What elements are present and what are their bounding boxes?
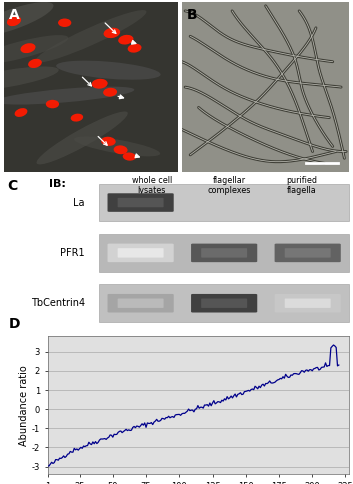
Bar [99,234,349,272]
Ellipse shape [123,152,136,161]
Text: La: La [73,197,85,208]
Ellipse shape [14,108,28,117]
FancyBboxPatch shape [201,299,247,308]
FancyBboxPatch shape [118,248,163,257]
Ellipse shape [7,16,21,26]
Ellipse shape [71,114,83,121]
Text: IB:: IB: [49,179,66,189]
FancyBboxPatch shape [191,294,257,313]
Ellipse shape [58,18,71,27]
Text: A: A [9,7,19,21]
Ellipse shape [118,35,133,45]
Ellipse shape [0,87,134,105]
FancyBboxPatch shape [285,248,331,257]
Ellipse shape [74,136,160,156]
Text: whole cell
lysates: whole cell lysates [132,176,172,195]
Ellipse shape [114,145,127,154]
FancyBboxPatch shape [108,243,174,262]
Text: TbCentrin4: TbCentrin4 [31,298,85,308]
Text: B: B [187,7,197,21]
Ellipse shape [92,79,108,89]
Text: D: D [8,317,20,331]
Ellipse shape [20,43,36,53]
Ellipse shape [101,136,116,146]
Bar [99,183,349,222]
FancyBboxPatch shape [285,299,331,308]
Text: C: C [7,179,17,193]
Ellipse shape [46,100,59,108]
Ellipse shape [56,60,161,80]
Ellipse shape [37,111,128,165]
Ellipse shape [128,44,142,53]
Ellipse shape [103,28,120,38]
Y-axis label: Abundance ratio: Abundance ratio [19,365,29,446]
Ellipse shape [28,59,42,68]
Text: flagellar
complexes: flagellar complexes [208,176,251,195]
Ellipse shape [103,88,117,97]
Text: purified
flagella: purified flagella [286,176,317,195]
FancyBboxPatch shape [275,243,341,262]
Bar [99,285,349,322]
FancyBboxPatch shape [275,294,341,313]
FancyBboxPatch shape [108,294,174,313]
Ellipse shape [35,10,146,62]
FancyBboxPatch shape [118,198,163,207]
FancyBboxPatch shape [201,248,247,257]
Ellipse shape [0,2,53,37]
FancyBboxPatch shape [118,299,163,308]
Ellipse shape [0,35,68,64]
Ellipse shape [0,66,59,91]
Text: PFR1: PFR1 [60,248,85,258]
FancyBboxPatch shape [108,193,174,212]
FancyBboxPatch shape [191,243,257,262]
